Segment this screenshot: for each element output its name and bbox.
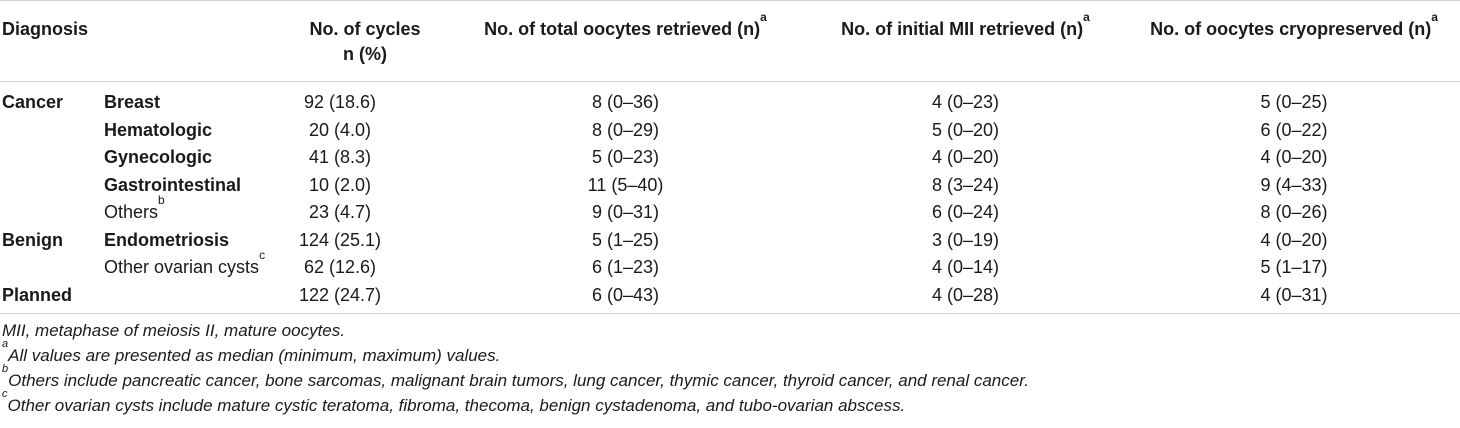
row-group-label xyxy=(0,199,100,227)
cell-cryopreserved: 4 (0–20) xyxy=(1260,147,1328,168)
table-footnotes: MII, metaphase of meiosis II, mature ooc… xyxy=(2,318,1029,418)
cell-cycles: 92 (18.6) xyxy=(303,92,377,113)
cell-total-oocytes: 5 (0–23) xyxy=(591,147,660,168)
cell-cryopreserved: 8 (0–26) xyxy=(1260,202,1328,223)
header-cycles: No. of cycles n (%) xyxy=(282,0,448,82)
row-sub-label: Gastrointestinal xyxy=(104,174,242,195)
cell-cycles: 122 (24.7) xyxy=(282,281,448,314)
cell-cryopreserved: 4 (0–20) xyxy=(1260,229,1328,250)
footnote-marker: b xyxy=(158,193,165,208)
cell-initial-mii: 4 (0–20) xyxy=(931,147,1000,168)
row-group-label xyxy=(0,117,100,145)
cell-initial-mii: 8 (3–24) xyxy=(931,174,1000,195)
cell-total-oocytes: 9 (0–31) xyxy=(591,202,660,223)
header-diagnosis: Diagnosis xyxy=(0,0,282,82)
table-header-row: Diagnosis No. of cycles n (%) No. of tot… xyxy=(0,0,1460,82)
header-total-oocytes: No. of total oocytes retrieved (n)a xyxy=(448,0,803,82)
cell-cryopreserved: 4 (0–31) xyxy=(1128,281,1460,314)
cell-total-oocytes: 8 (0–36) xyxy=(591,92,660,113)
footnote-c: cOther ovarian cysts include mature cyst… xyxy=(2,388,906,415)
cell-total-oocytes: 5 (1–25) xyxy=(591,229,660,250)
cell-cycles: 124 (25.1) xyxy=(298,229,382,250)
cell-cycles: 62 (12.6) xyxy=(303,257,377,278)
row-group-label: Cancer xyxy=(2,92,64,113)
cell-cycles: 41 (8.3) xyxy=(308,147,372,168)
row-group-label xyxy=(0,144,100,172)
cell-initial-mii: 4 (0–28) xyxy=(803,281,1128,314)
row-group-label: Planned xyxy=(0,281,100,314)
cell-total-oocytes: 6 (0–43) xyxy=(448,281,803,314)
cell-cycles: 23 (4.7) xyxy=(308,202,372,223)
table-row: Other ovarian cystsc 62 (12.6) 6 (1–23) … xyxy=(0,248,1460,282)
row-sub-label: Endometriosis xyxy=(104,229,230,250)
cell-cryopreserved: 9 (4–33) xyxy=(1260,174,1328,195)
row-sub-label: Hematologic xyxy=(104,119,213,140)
table-row: Gastrointestinal 10 (2.0) 11 (5–40) 8 (3… xyxy=(0,172,1460,200)
cell-initial-mii: 6 (0–24) xyxy=(931,202,1000,223)
row-sub-label: Other ovarian cystsc xyxy=(104,248,266,278)
cell-initial-mii: 3 (0–19) xyxy=(931,229,1000,250)
row-sub-label: Breast xyxy=(104,92,161,113)
cell-cycles: 10 (2.0) xyxy=(308,174,372,195)
table-row: Planned 122 (24.7) 6 (0–43) 4 (0–28) 4 (… xyxy=(0,281,1460,314)
oocyte-retrieval-table: Diagnosis No. of cycles n (%) No. of tot… xyxy=(0,0,1460,314)
cell-cryopreserved: 6 (0–22) xyxy=(1260,119,1328,140)
row-group-label xyxy=(0,254,100,282)
cell-cryopreserved: 5 (0–25) xyxy=(1260,92,1328,113)
cell-total-oocytes: 8 (0–29) xyxy=(591,119,660,140)
row-sub-label: Gynecologic xyxy=(104,147,213,168)
table-row: Benign Endometriosis 124 (25.1) 5 (1–25)… xyxy=(0,227,1460,255)
cell-cycles: 20 (4.0) xyxy=(308,119,372,140)
cell-initial-mii: 4 (0–14) xyxy=(931,257,1000,278)
table-row: Gynecologic 41 (8.3) 5 (0–23) 4 (0–20) 4… xyxy=(0,144,1460,172)
cell-initial-mii: 4 (0–23) xyxy=(931,92,1000,113)
cell-cryopreserved: 5 (1–17) xyxy=(1260,257,1328,278)
row-sub-label: Othersb xyxy=(104,193,165,223)
header-cryopreserved: No. of oocytes cryopreserved (n)a xyxy=(1128,0,1460,82)
table-body: Cancer Breast 92 (18.6) 8 (0–36) 4 (0–23… xyxy=(0,82,1460,314)
header-initial-mii: No. of initial MII retrieved (n)a xyxy=(803,0,1128,82)
row-group-label: Benign xyxy=(2,229,63,250)
footnote-b: bOthers include pancreatic cancer, bone … xyxy=(2,363,1029,390)
footnote-a: aAll values are presented as median (min… xyxy=(2,338,501,365)
cell-total-oocytes: 6 (1–23) xyxy=(591,257,660,278)
cell-initial-mii: 5 (0–20) xyxy=(931,119,1000,140)
footnote-abbreviation: MII, metaphase of meiosis II, mature ooc… xyxy=(2,321,345,340)
footnote-marker: c xyxy=(259,248,266,263)
row-sub-label xyxy=(100,281,282,314)
table-row: Othersb 23 (4.7) 9 (0–31) 6 (0–24) 8 (0–… xyxy=(0,193,1460,227)
cell-total-oocytes: 11 (5–40) xyxy=(587,174,664,195)
table-row: Hematologic 20 (4.0) 8 (0–29) 5 (0–20) 6… xyxy=(0,117,1460,145)
table-row: Cancer Breast 92 (18.6) 8 (0–36) 4 (0–23… xyxy=(0,82,1460,117)
row-group-label xyxy=(0,172,100,200)
